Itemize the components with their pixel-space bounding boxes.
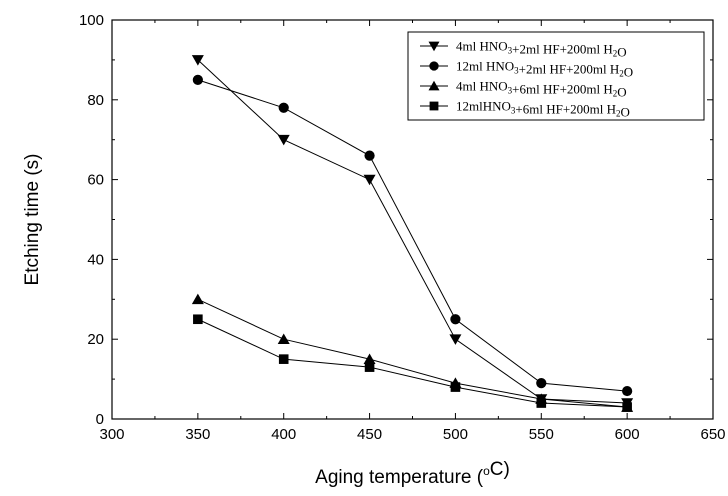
data-point-triangle-down — [191, 55, 204, 66]
data-point-triangle-up — [363, 353, 376, 364]
x-tick-label: 650 — [700, 426, 725, 443]
legend-marker-triangle-down — [428, 41, 440, 52]
legend-box — [407, 31, 705, 121]
data-point-triangle-down — [277, 134, 290, 146]
series-triangle-down — [191, 55, 634, 409]
data-point-square — [622, 402, 632, 412]
data-point-circle — [622, 385, 633, 397]
x-tick-label: 600 — [615, 426, 640, 443]
y-tick-label: 20 — [87, 331, 104, 348]
legend-label: 4ml HNO3+2ml HF+200ml H2O — [456, 39, 627, 60]
axis-ticks: 300 350 400 450 500 550 600 650 0 20 40 60 80 100 — [79, 12, 726, 443]
data-point-square — [450, 382, 461, 392]
series-line — [197, 318, 628, 408]
legend-item: 4ml HNO3+2ml HF+200ml H2O — [420, 39, 627, 60]
legend-label: 12ml HNO3+2ml HF+200ml H2O — [456, 59, 633, 80]
data-point-circle — [450, 314, 461, 325]
x-tick-label: 500 — [443, 426, 468, 443]
data-point-square — [364, 362, 375, 372]
data-point-triangle-up — [277, 333, 290, 344]
series-circle — [192, 74, 633, 397]
legend-marker-square — [429, 101, 439, 111]
series-layer — [191, 55, 634, 412]
data-point-circle — [278, 102, 289, 113]
data-point-square — [278, 354, 289, 364]
data-point-circle — [364, 150, 375, 161]
legend-item: 4ml HNO3+6ml HF+200ml H2O — [420, 79, 627, 100]
legend-marker-circle — [429, 61, 439, 71]
x-tick-label: 550 — [529, 426, 554, 443]
series-line — [197, 59, 628, 404]
x-tick-label: 300 — [99, 426, 124, 443]
data-point-square — [536, 398, 547, 408]
series-triangle-up — [191, 293, 634, 412]
data-point-triangle-up — [191, 293, 204, 305]
y-tick-label: 60 — [87, 172, 104, 189]
y-tick-label: 0 — [96, 411, 104, 428]
series-square — [193, 314, 632, 412]
x-axis-title: Aging temperature (oC) — [315, 459, 510, 488]
data-point-circle — [192, 74, 203, 85]
series-line — [197, 298, 628, 408]
data-point-square — [193, 314, 203, 325]
legend-marker-triangle-up — [428, 80, 440, 91]
x-tick-label: 450 — [357, 426, 382, 443]
legend-label: 12mlHNO3+6ml HF+200ml H2O — [456, 99, 630, 120]
y-tick-label: 40 — [87, 251, 104, 268]
x-tick-label: 350 — [185, 426, 210, 443]
data-point-triangle-down — [449, 334, 462, 345]
legend-item: 12ml HNO3+2ml HF+200ml H2O — [420, 59, 633, 80]
y-tick-label: 100 — [79, 12, 104, 29]
x-tick-label: 400 — [271, 426, 296, 443]
data-point-circle — [536, 377, 547, 389]
y-tick-label: 80 — [87, 92, 104, 109]
data-point-triangle-down — [363, 174, 376, 186]
series-line — [197, 79, 628, 392]
legend-label: 4ml HNO3+6ml HF+200ml H2O — [456, 79, 627, 100]
y-axis-title: Etching time (s) — [22, 154, 43, 286]
legend-item: 12mlHNO3+6ml HF+200ml H2O — [420, 99, 630, 120]
